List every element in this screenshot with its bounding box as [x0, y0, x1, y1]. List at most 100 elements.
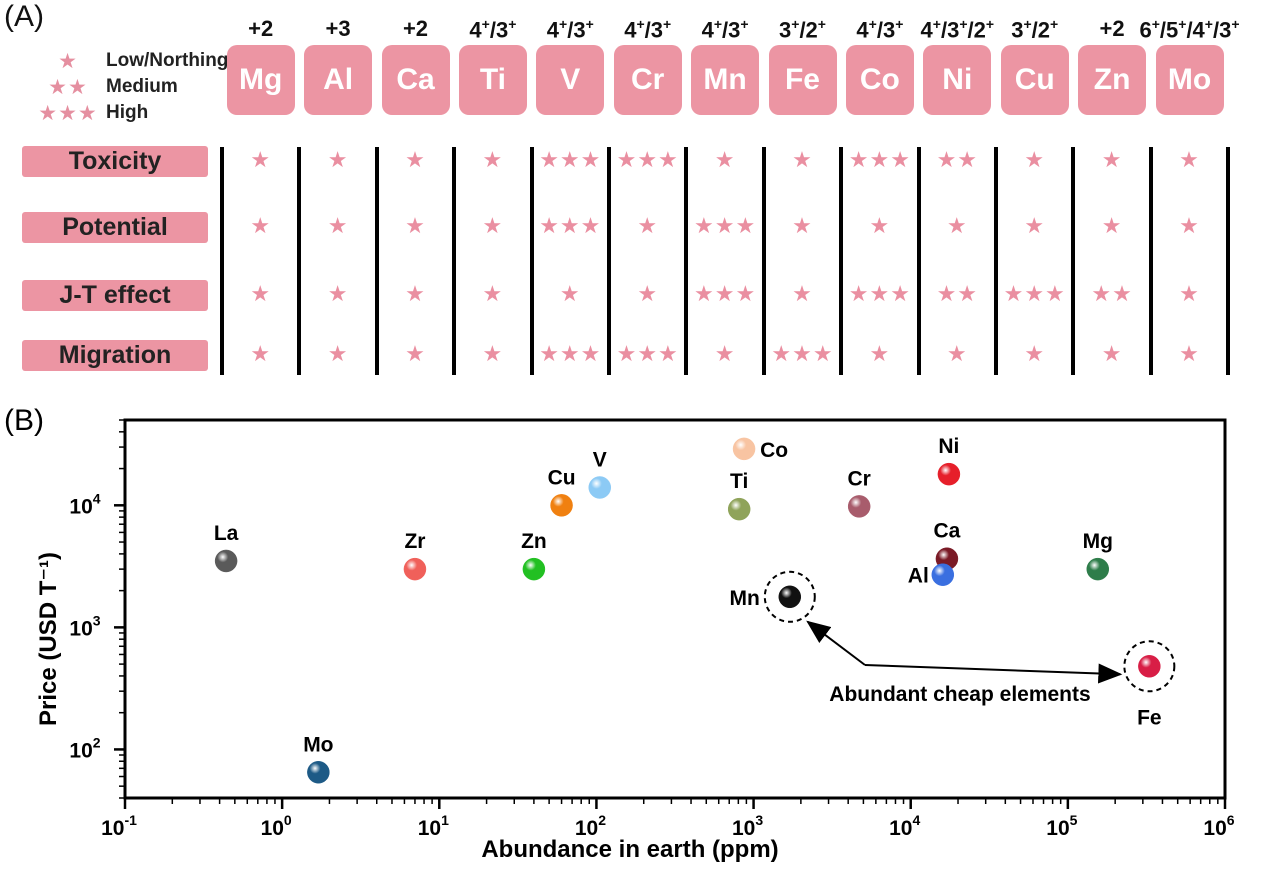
rating-star-icon: ★: [559, 281, 581, 306]
legend-text: Medium: [106, 76, 178, 97]
point-label: V: [593, 448, 607, 471]
element-box-co: Co: [845, 45, 914, 115]
legend-star-icon: ★★: [48, 75, 88, 99]
rating-star-icon: ★★★: [616, 147, 679, 172]
data-point-zn: [522, 557, 546, 581]
legend-row: ★★ Medium: [30, 74, 230, 100]
rating-star-icon: ★: [482, 281, 504, 306]
data-point-fe: [1138, 655, 1161, 678]
x-tick-label: 106: [1203, 812, 1234, 840]
oxidation-state-label: 4+/3+/2+: [920, 16, 995, 43]
oxidation-state-label: 4+/3+: [856, 16, 904, 43]
x-tick-label: 102: [575, 812, 606, 840]
rating-star-icon: ★: [250, 213, 272, 238]
element-box-mn: Mn: [691, 45, 760, 115]
rating-star-icon: ★: [1101, 341, 1123, 366]
rating-star-icon: ★★★: [539, 213, 602, 238]
oxidation-state-label: +3: [325, 16, 351, 41]
rating-star-icon: ★: [1179, 341, 1200, 366]
element-box-fe: Fe: [768, 45, 837, 115]
data-point-co: [732, 437, 756, 461]
point-label: Ti: [730, 470, 748, 493]
point-label: Ca: [933, 520, 960, 543]
rating-star-icon: ★: [714, 147, 736, 172]
column-divider: [220, 147, 224, 375]
data-point-la: [214, 549, 238, 573]
rating-star-icon: ★★★: [539, 147, 602, 172]
x-tick-label: 101: [418, 812, 449, 840]
data-point-mn: [778, 585, 802, 609]
point-label: Mo: [303, 733, 333, 756]
property-label: Potential: [22, 212, 208, 243]
legend-row: ★★★ High: [30, 100, 230, 126]
point-label: Co: [760, 439, 788, 462]
element-box-v: V: [536, 45, 605, 115]
panel-a: (A) ★ Low/Northing ★★ Medium ★★★ High +2 Mg +3 A…: [0, 0, 1280, 390]
rating-star-icon: ★: [1024, 341, 1046, 366]
panel-b-label: (B): [4, 404, 44, 437]
column-divider: [1148, 147, 1153, 375]
property-label: Migration: [22, 340, 208, 371]
column-divider: [452, 147, 457, 375]
rating-star-icon: ★: [482, 147, 504, 172]
legend-star-icon: ★: [58, 49, 78, 73]
y-tick-label: 103: [69, 612, 100, 640]
rating-star-icon: ★: [1101, 147, 1123, 172]
data-point-ni: [937, 462, 961, 486]
point-label: Mg: [1083, 530, 1113, 553]
rating-star-icon: ★: [1179, 147, 1200, 172]
rating-star-icon: ★★★: [694, 281, 757, 306]
annotation-arrow: [806, 620, 866, 666]
x-tick-label: 105: [1046, 812, 1077, 840]
data-point-cu: [550, 494, 573, 517]
element-box-zn: Zn: [1078, 45, 1147, 115]
property-label: J-T effect: [22, 280, 208, 311]
y-tick-label: 102: [69, 734, 100, 762]
rating-star-icon: ★: [637, 213, 659, 238]
annotation-text: Abundant cheap elements: [829, 683, 1090, 706]
rating-star-icon: ★: [327, 147, 349, 172]
column-divider: [374, 147, 379, 375]
highlight-ring: [1123, 640, 1176, 693]
rating-star-icon: ★★★: [539, 341, 602, 366]
panel-a-label: (A): [4, 0, 44, 33]
x-axis-label: Abundance in earth (ppm): [481, 836, 778, 863]
oxidation-state-label: 6+/5+/4+/3+: [1139, 16, 1240, 43]
annotation-arrow: [864, 663, 1123, 684]
legend-text: High: [106, 102, 149, 123]
rating-star-icon: ★: [869, 213, 891, 238]
rating-star-icon: ★: [1179, 213, 1200, 238]
element-box-cu: Cu: [1000, 45, 1069, 115]
rating-star-icon: ★: [792, 213, 813, 238]
column-divider: [297, 147, 302, 375]
rating-star-icon: ★: [714, 341, 736, 366]
element-box-cr: Cr: [613, 45, 682, 115]
oxidation-state-label: +2: [402, 16, 429, 41]
rating-star-icon: ★: [327, 341, 349, 366]
rating-star-icon: ★: [327, 213, 349, 238]
oxidation-state-label: 3+/2+: [779, 16, 826, 43]
oxidation-state-label: +2: [248, 16, 274, 41]
element-box-ti: Ti: [458, 45, 527, 115]
x-tick-label: 103: [732, 812, 763, 840]
column-divider: [1071, 147, 1076, 375]
data-point-cr: [847, 495, 871, 518]
rating-star-icon: ★: [1024, 147, 1046, 172]
column-divider: [994, 147, 998, 375]
rating-star-icon: ★: [482, 213, 504, 238]
rating-star-icon: ★★★: [848, 147, 911, 172]
highlight-ring: [763, 570, 816, 623]
column-divider: [839, 147, 844, 375]
point-label: Al: [908, 565, 929, 588]
rating-star-icon: ★: [637, 281, 659, 306]
rating-star-icon: ★★★: [848, 281, 911, 306]
column-divider: [684, 147, 689, 375]
rating-star-icon: ★: [1024, 213, 1046, 238]
rating-star-icon: ★: [327, 281, 349, 306]
legend-text: Low/Northing: [106, 50, 229, 71]
rating-star-icon: ★: [482, 341, 504, 366]
point-label: Ni: [938, 435, 959, 458]
column-divider: [529, 147, 534, 375]
rating-star-icon: ★★★: [1003, 281, 1066, 306]
point-label: La: [214, 522, 239, 545]
